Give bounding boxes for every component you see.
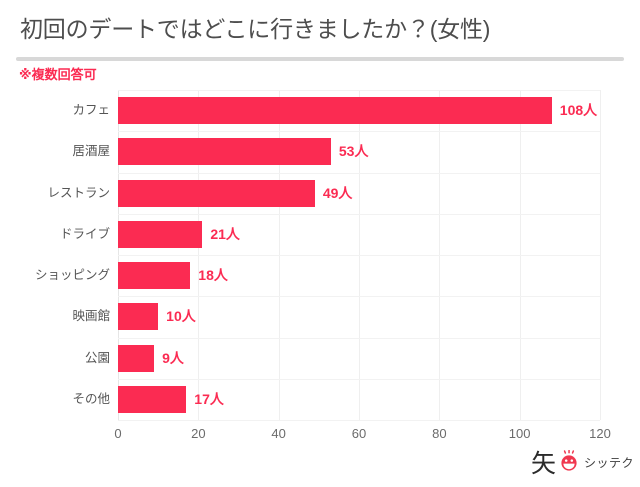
bar-value-label: 53人	[338, 143, 369, 160]
page-title: 初回のデートではどこに行きましたか？(女性)	[20, 16, 491, 42]
bar[interactable]	[118, 262, 191, 289]
category-axis-label: 映画館	[72, 309, 110, 324]
bar[interactable]	[118, 344, 155, 372]
bar-value-label: 49人	[322, 184, 353, 201]
y-gridline	[118, 420, 600, 421]
x-axis-tick-label: 120	[589, 426, 611, 441]
bar-row[interactable]: 21人	[118, 214, 600, 255]
bar-row[interactable]: 18人	[118, 255, 600, 296]
category-axis-label: 居酒屋	[72, 144, 110, 159]
multiple-answers-note: ※複数回答可	[19, 67, 97, 82]
y-gridline	[118, 90, 600, 91]
y-gridline	[118, 131, 600, 133]
bar[interactable]	[118, 385, 187, 413]
logo-kanji: 矢	[531, 448, 557, 478]
bar-value-label: 21人	[210, 225, 240, 242]
bar[interactable]	[118, 303, 159, 331]
smiling-face-icon	[559, 449, 579, 477]
bar-row[interactable]: 17人	[118, 379, 600, 420]
x-axis-tick-label: 100	[508, 426, 531, 441]
y-gridline	[118, 337, 600, 339]
bar[interactable]	[118, 220, 203, 248]
bar[interactable]	[118, 97, 552, 124]
bar[interactable]	[118, 138, 331, 166]
x-axis-tick-label: 60	[351, 426, 367, 441]
x-gridline	[600, 90, 601, 420]
bar-row[interactable]: 49人	[118, 173, 600, 214]
bar[interactable]	[118, 179, 315, 207]
bar-value-label: 10人	[166, 308, 196, 325]
category-axis-label: レストラン	[47, 185, 110, 200]
x-axis-tick-label: 0	[114, 426, 122, 441]
bar-row[interactable]: 9人	[118, 338, 600, 379]
bar-value-label: 18人	[198, 267, 228, 283]
x-axis-tick-label: 40	[271, 426, 286, 441]
bar-value-label: 9人	[162, 349, 184, 366]
x-axis-tick-label: 80	[432, 426, 447, 441]
y-gridline	[118, 296, 600, 298]
y-gridline	[118, 213, 600, 215]
brand-logo[interactable]: 矢 シッテク	[531, 447, 635, 479]
logo-wordmark: シッテク	[584, 456, 635, 470]
y-gridline	[118, 378, 600, 380]
bar-row[interactable]: 53人	[118, 131, 600, 172]
x-axis-tick-label: 20	[191, 426, 206, 441]
y-gridline	[118, 172, 600, 174]
plot-area: 108人 53人 49人 21人 18人 10人 9人 17人	[118, 90, 601, 421]
bar-value-label: 108人	[559, 102, 598, 118]
category-axis-label: ショッピング	[34, 268, 110, 282]
bar-value-label: 17人	[194, 390, 224, 407]
bar-row[interactable]: 108人	[118, 90, 600, 131]
y-gridline	[118, 255, 600, 256]
bar-row[interactable]: 10人	[118, 296, 600, 337]
category-axis: カフェ居酒屋レストランドライブショッピング映画館公園その他	[0, 90, 110, 420]
category-axis-label: 公園	[84, 350, 110, 365]
title-divider	[16, 57, 624, 61]
category-axis-label: カフェ	[72, 103, 110, 117]
category-axis-label: ドライブ	[59, 226, 110, 241]
category-axis-label: その他	[72, 391, 110, 406]
